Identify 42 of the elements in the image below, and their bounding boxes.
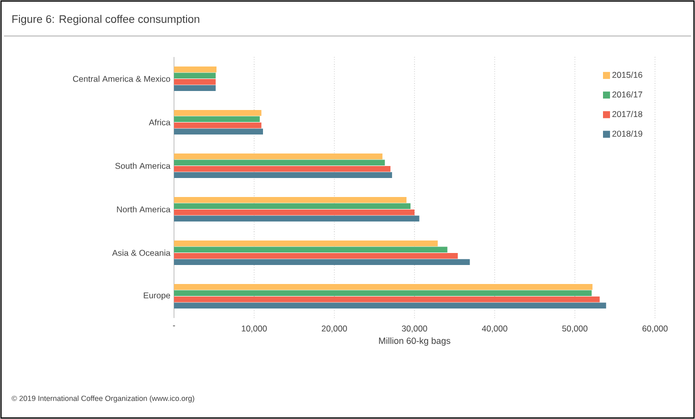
bar	[174, 252, 458, 259]
bar	[174, 66, 216, 72]
x-axis-title: Million 60-kg bags	[379, 337, 450, 346]
legend-label: 2018/19	[612, 130, 642, 137]
bar	[174, 197, 406, 203]
y-tick-label: Africa	[148, 119, 170, 126]
bar	[174, 284, 592, 290]
y-tick-label: Asia & Oceania	[112, 250, 170, 256]
bar	[174, 72, 216, 79]
bar	[174, 85, 216, 91]
y-tick-label: Central America & Mexico	[73, 76, 170, 82]
bar	[174, 216, 420, 222]
bar	[174, 128, 263, 134]
bar	[174, 296, 600, 302]
x-tick-label: 60,000	[642, 326, 668, 333]
x-tick-label: 20,000	[322, 326, 347, 333]
bar	[174, 116, 260, 122]
legend-label: 2015/16	[612, 72, 642, 78]
bar	[174, 290, 592, 296]
legend-label: 2016/17	[612, 91, 642, 98]
y-tick-label: South America	[115, 162, 170, 169]
legend-label: 2017/18	[612, 110, 642, 118]
bar	[174, 122, 262, 128]
bar	[174, 246, 448, 253]
x-tick-label: 30,000	[402, 326, 428, 333]
bar	[174, 302, 606, 308]
bar	[174, 166, 390, 172]
x-tick-label: 50,000	[562, 326, 588, 333]
bar	[174, 240, 438, 246]
bar	[174, 160, 385, 166]
x-tick-label: 40,000	[482, 326, 508, 333]
bar	[174, 154, 382, 160]
chart-title: Figure 6: Regional coffee consumption	[12, 14, 200, 26]
y-tick-label: North America	[117, 206, 170, 212]
bar	[174, 172, 392, 178]
x-tick-label: 10,000	[242, 326, 267, 333]
bar	[174, 209, 415, 216]
y-tick-label: Europe	[144, 292, 170, 300]
bar	[174, 259, 470, 265]
bar	[174, 110, 262, 116]
bar	[174, 78, 216, 85]
bar	[174, 203, 410, 210]
